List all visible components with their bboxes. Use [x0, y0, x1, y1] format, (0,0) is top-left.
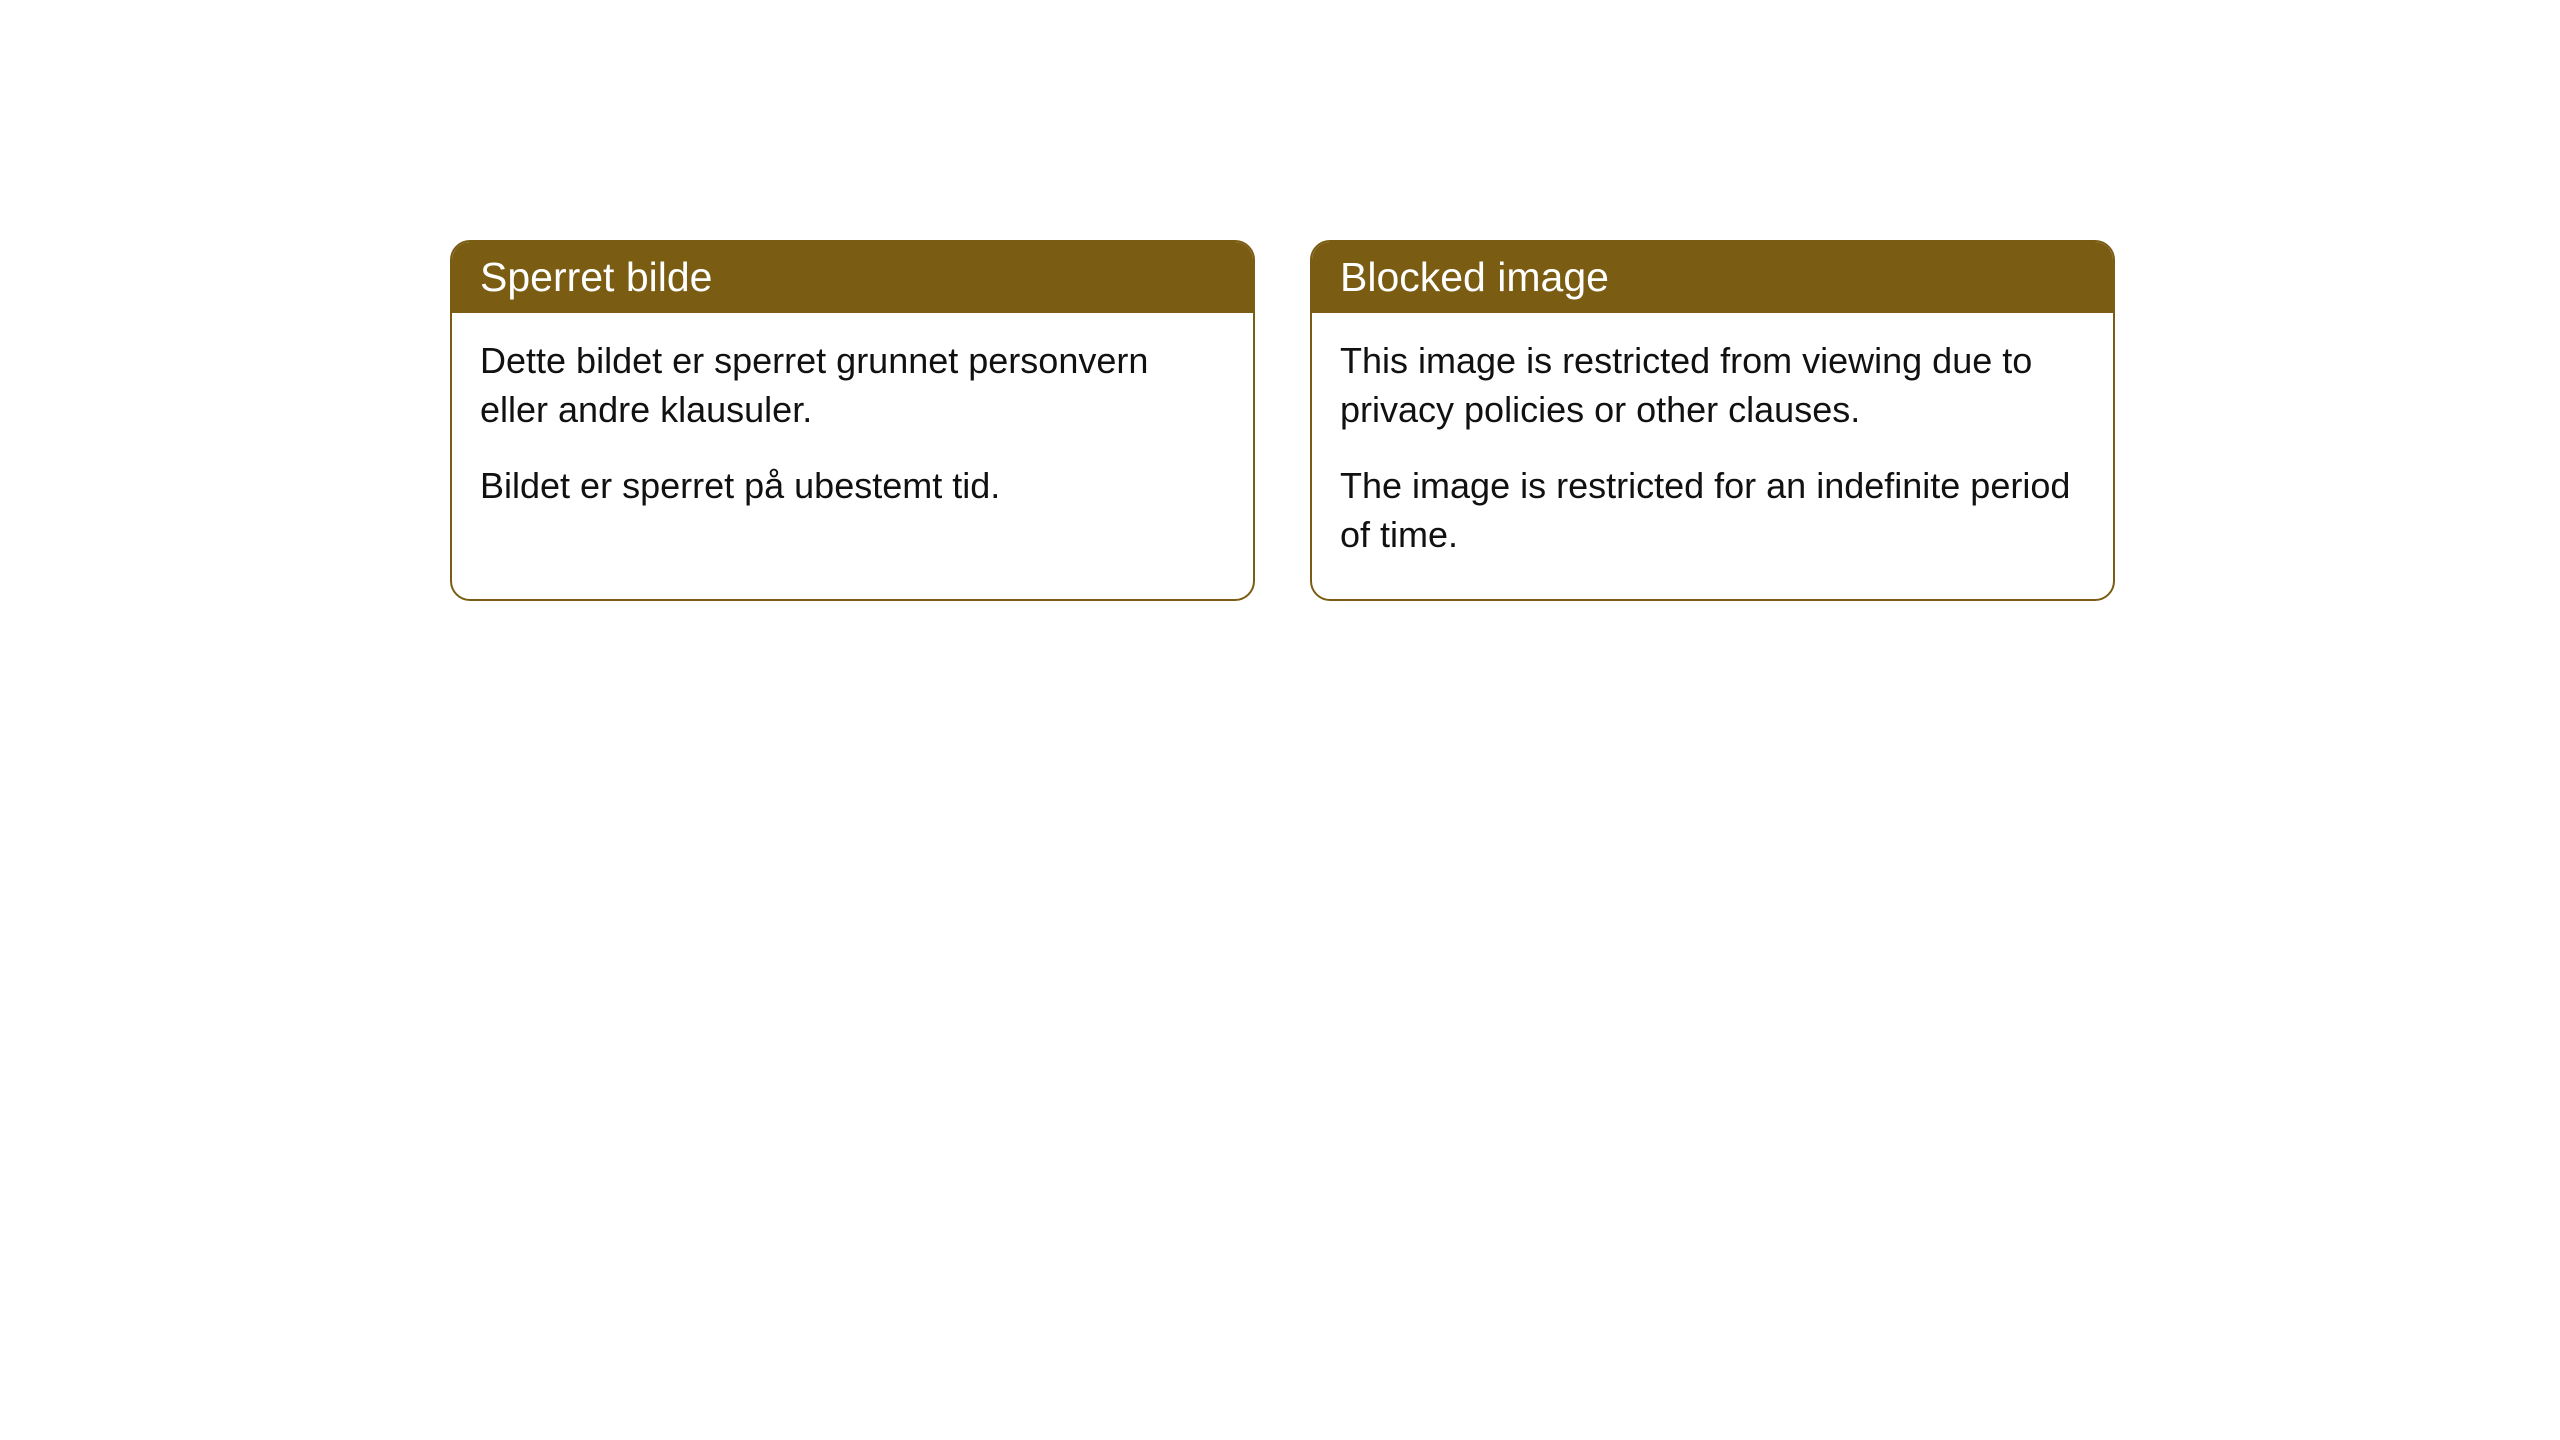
card-paragraph: The image is restricted for an indefinit… — [1340, 462, 2085, 559]
card-paragraph: Bildet er sperret på ubestemt tid. — [480, 462, 1225, 511]
notice-cards-container: Sperret bilde Dette bildet er sperret gr… — [450, 240, 2115, 601]
card-body-norwegian: Dette bildet er sperret grunnet personve… — [452, 313, 1253, 551]
card-paragraph: Dette bildet er sperret grunnet personve… — [480, 337, 1225, 434]
card-title: Sperret bilde — [480, 254, 712, 300]
card-header-english: Blocked image — [1312, 242, 2113, 313]
card-body-english: This image is restricted from viewing du… — [1312, 313, 2113, 599]
card-paragraph: This image is restricted from viewing du… — [1340, 337, 2085, 434]
card-header-norwegian: Sperret bilde — [452, 242, 1253, 313]
blocked-image-card-norwegian: Sperret bilde Dette bildet er sperret gr… — [450, 240, 1255, 601]
card-title: Blocked image — [1340, 254, 1609, 300]
blocked-image-card-english: Blocked image This image is restricted f… — [1310, 240, 2115, 601]
